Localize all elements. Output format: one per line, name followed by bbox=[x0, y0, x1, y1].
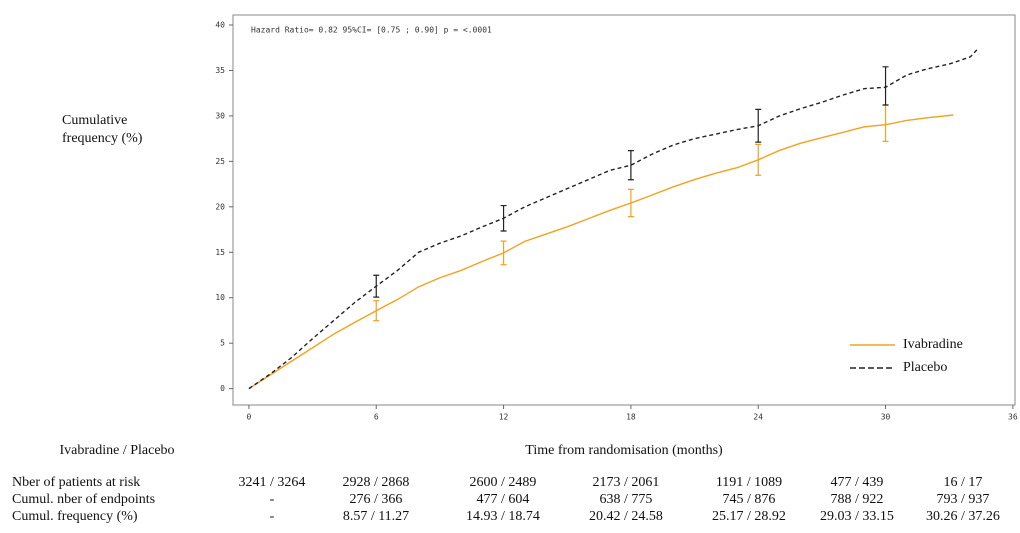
table-cell: 793 / 937 bbox=[937, 492, 990, 507]
y-tick-label: 5 bbox=[220, 339, 225, 348]
table-cell: 638 / 775 bbox=[600, 492, 653, 507]
y-tick-label: 20 bbox=[215, 202, 225, 211]
error-bar bbox=[373, 300, 380, 322]
table-cell: 29.03 / 33.15 bbox=[820, 509, 894, 524]
table-cell: 2600 / 2489 bbox=[470, 475, 537, 490]
table-cell: 2928 / 2868 bbox=[343, 475, 410, 490]
error-bar bbox=[627, 188, 634, 218]
y-tick-label: 25 bbox=[215, 157, 225, 166]
x-tick-label: 6 bbox=[374, 413, 379, 422]
error-bar bbox=[373, 274, 380, 298]
table-cell: 477 / 439 bbox=[831, 475, 884, 490]
table-cell: 745 / 876 bbox=[723, 492, 776, 507]
y-axis-label: Cumulative frequency (%) bbox=[62, 113, 143, 146]
x-axis-label: Time from randomisation (months) bbox=[525, 443, 723, 458]
legend-label: Ivabradine bbox=[903, 337, 963, 352]
y-tick-label: 10 bbox=[215, 293, 225, 302]
x-tick-label: 24 bbox=[753, 413, 763, 422]
table-cell: 2173 / 2061 bbox=[593, 475, 660, 490]
table-cell: 8.57 / 11.27 bbox=[343, 509, 409, 524]
plot-frame bbox=[232, 14, 1016, 406]
row-label: Cumul. nber of endpoints bbox=[12, 492, 155, 507]
error-bar bbox=[882, 66, 889, 106]
x-tick-label: 0 bbox=[247, 413, 252, 422]
error-bar bbox=[627, 150, 634, 181]
table-cell: 276 / 366 bbox=[350, 492, 403, 507]
y-tick-label: 15 bbox=[215, 248, 225, 257]
error-bar bbox=[882, 104, 889, 142]
x-tick-label: 18 bbox=[626, 413, 636, 422]
table-cell: 25.17 / 28.92 bbox=[712, 509, 786, 524]
error-bar bbox=[755, 143, 762, 176]
table-cell: 1191 / 1089 bbox=[716, 475, 782, 490]
table-cell: - bbox=[270, 492, 275, 507]
table-cell: 477 / 604 bbox=[477, 492, 530, 507]
table-cell: - bbox=[270, 509, 275, 524]
y-tick-label: 30 bbox=[215, 111, 225, 120]
error-bar bbox=[500, 240, 507, 266]
table-cell: 3241 / 3264 bbox=[239, 475, 306, 490]
table-cell: 30.26 / 37.26 bbox=[926, 509, 1000, 524]
table-cell: 16 / 17 bbox=[944, 475, 983, 490]
table-cell: 14.93 / 18.74 bbox=[466, 509, 540, 524]
y-tick-label: 35 bbox=[215, 66, 225, 75]
row-label: Cumul. frequency (%) bbox=[12, 509, 138, 524]
y-tick-label: 40 bbox=[215, 21, 225, 30]
legend-label: Placebo bbox=[903, 360, 947, 375]
error-bar bbox=[755, 108, 762, 143]
row-label: Nber of patients at risk bbox=[12, 475, 140, 490]
error-bar bbox=[500, 204, 507, 232]
x-tick-label: 12 bbox=[499, 413, 509, 422]
annotation: Hazard Ratio= 0.82 95%CI= [0.75 ; 0.90] … bbox=[251, 26, 492, 35]
x-tick-label: 36 bbox=[1008, 413, 1018, 422]
curve bbox=[248, 49, 978, 390]
table-cell: 20.42 / 24.58 bbox=[589, 509, 663, 524]
y-tick-label: 0 bbox=[220, 384, 225, 393]
curve bbox=[248, 114, 954, 390]
x-tick-label: 30 bbox=[881, 413, 891, 422]
table-header: Ivabradine / Placebo bbox=[59, 443, 174, 458]
table-cell: 788 / 922 bbox=[831, 492, 884, 507]
